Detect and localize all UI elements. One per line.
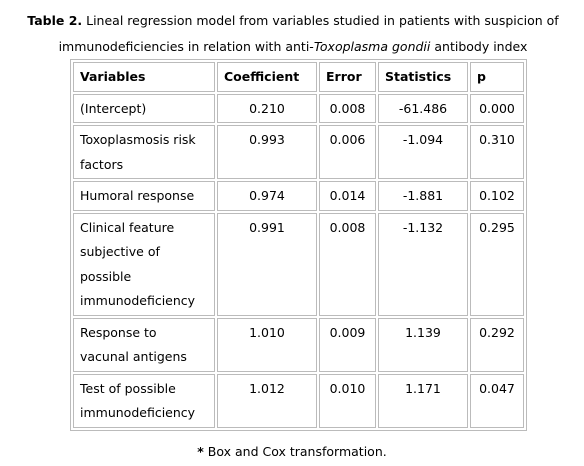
variable-cell: Clinical feature subjective of possible … bbox=[73, 212, 215, 316]
value-cell: 0.008 bbox=[319, 93, 376, 123]
value-cell: 0.292 bbox=[470, 317, 524, 372]
value-cell: 0.295 bbox=[470, 212, 524, 316]
value-cell: 0.210 bbox=[217, 93, 317, 123]
value-cell: 0.010 bbox=[319, 373, 376, 428]
value-cell: -1.881 bbox=[378, 181, 468, 211]
table-row: Toxoplasmosis risk factors 0.993 0.006 -1.0… bbox=[73, 125, 524, 179]
header-cell: Error bbox=[319, 62, 376, 92]
variable-cell: Humoral response bbox=[73, 181, 215, 211]
value-cell: 1.012 bbox=[217, 373, 317, 428]
caption-italic: Toxoplasma gondii bbox=[313, 39, 431, 54]
value-cell: 0.014 bbox=[319, 181, 376, 211]
caption-label: Table 2. bbox=[27, 13, 83, 28]
variable-cell: (Intercept) bbox=[73, 93, 215, 123]
table-row: (Intercept) 0.210 0.008 -61.486 0.000 bbox=[73, 93, 524, 123]
value-cell: 0.310 bbox=[470, 125, 524, 179]
table-row: Clinical feature subjective of possible … bbox=[73, 212, 524, 316]
value-cell: -1.132 bbox=[378, 212, 468, 316]
header-cell: Statistics bbox=[378, 62, 468, 92]
value-cell: 1.171 bbox=[378, 373, 468, 428]
variable-cell: Toxoplasmosis risk factors bbox=[73, 125, 215, 179]
value-cell: 0.102 bbox=[470, 181, 524, 211]
value-cell: 1.139 bbox=[378, 317, 468, 372]
value-cell: 0.000 bbox=[470, 93, 524, 123]
footnote-marker: * bbox=[197, 444, 204, 459]
header-cell: Variables bbox=[73, 62, 215, 92]
footnote-text: Box and Cox transformation. bbox=[207, 444, 387, 459]
caption-text: antibody index bbox=[434, 39, 528, 54]
table-row: Response to vacunal antigens 1.010 0.009 1.… bbox=[73, 317, 524, 372]
value-cell: 1.010 bbox=[217, 317, 317, 372]
variable-cell: Response to vacunal antigens bbox=[73, 317, 215, 372]
variable-cell: Test of possible immunodeficiency bbox=[73, 373, 215, 428]
value-cell: -1.094 bbox=[378, 125, 468, 179]
value-cell: 0.008 bbox=[319, 212, 376, 316]
footnote: * Box and Cox transformation. bbox=[0, 440, 584, 464]
value-cell: 0.993 bbox=[217, 125, 317, 179]
value-cell: 0.006 bbox=[319, 125, 376, 179]
value-cell: 0.047 bbox=[470, 373, 524, 428]
table-row: Humoral response 0.974 0.014 -1.881 0.102 bbox=[73, 181, 524, 211]
header-row: Variables Coefficient Error Statistics p bbox=[73, 62, 524, 92]
value-cell: 0.991 bbox=[217, 212, 317, 316]
value-cell: -61.486 bbox=[378, 93, 468, 123]
table-row: Test of possible immunodeficiency 1.012 0.… bbox=[73, 373, 524, 428]
caption: Table 2. Lineal regression model from va… bbox=[6, 8, 580, 60]
caption-text: Lineal regression model from variables s… bbox=[58, 13, 559, 54]
value-cell: 0.009 bbox=[319, 317, 376, 372]
value-cell: 0.974 bbox=[217, 181, 317, 211]
header-cell: p bbox=[470, 62, 524, 92]
header-cell: Coefficient bbox=[217, 62, 317, 92]
table: Variables Coefficient Error Statistics p (Int… bbox=[70, 59, 527, 431]
